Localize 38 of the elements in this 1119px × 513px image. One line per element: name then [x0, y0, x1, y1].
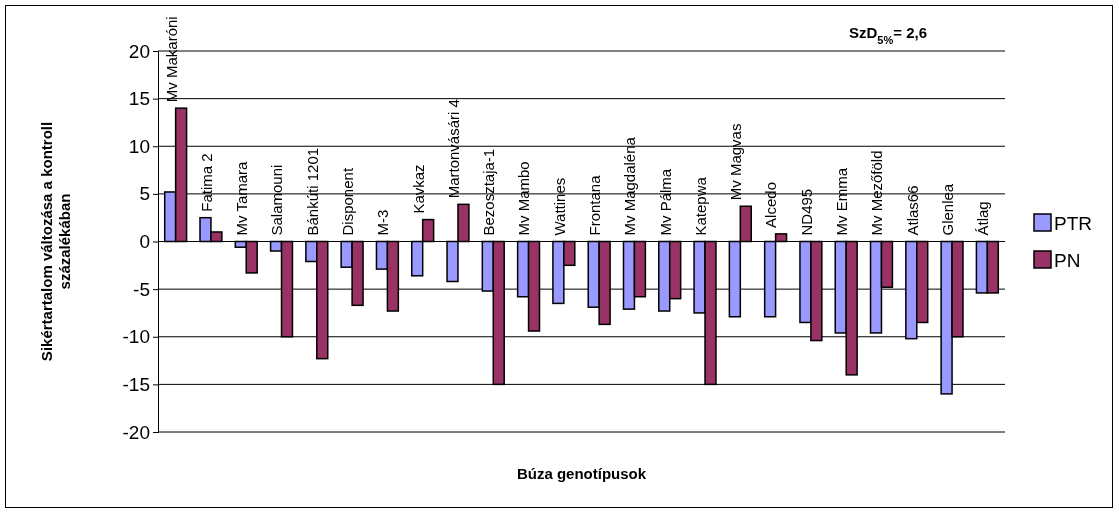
x-tick-label: Fatima 2	[197, 153, 215, 212]
x-tick-label: Mv Pálma	[656, 168, 674, 236]
y-tick-label: 15	[128, 88, 150, 110]
legend-label: PN	[1054, 250, 1081, 271]
x-tick-label: Disponent	[338, 167, 356, 236]
x-axis-title: Búza genotípusok	[516, 465, 647, 482]
x-tick-label: Salamouni	[268, 164, 286, 236]
y-tick-label: -15	[122, 373, 150, 395]
y-tick-label: -20	[122, 421, 150, 443]
legend-label: PTR	[1054, 213, 1092, 234]
x-tick-label: Atlas66	[903, 185, 921, 236]
x-tick-label: Mv Mambo	[515, 161, 533, 236]
x-tick-label: Wattines	[550, 177, 568, 236]
x-tick-label: Glenlea	[938, 183, 956, 236]
x-tick-label: Kavkaz	[409, 164, 427, 214]
x-tick-label: ND495	[797, 188, 815, 236]
x-tick-label: Mv Emma	[833, 167, 851, 236]
y-tick-label: 20	[128, 40, 150, 62]
x-tick-label: Bánkúti 1201	[303, 147, 321, 236]
x-tick-label: Mv Mezőföld	[868, 150, 886, 236]
y-tick-label: 10	[128, 135, 150, 157]
y-tick-label: 5	[139, 183, 150, 205]
x-tick-label: Mv Magvas	[727, 123, 745, 201]
x-tick-label: Mv Tamara	[233, 160, 251, 236]
y-tick-label: -10	[122, 326, 150, 348]
x-tick-label: M-3	[374, 209, 392, 236]
x-tick-label: Alcedo	[762, 182, 780, 228]
x-tick-label: Átlag	[974, 201, 992, 236]
x-tick-label: Katepwa	[691, 176, 709, 236]
x-tick-label: Bezosztaja-1	[480, 148, 498, 236]
text: SzD$_{5%}$= 2,6	[848, 24, 928, 46]
x-tick-label: Martonvásári 4	[444, 99, 462, 199]
x-tick-label: Frontana	[586, 174, 604, 236]
y-axis-title: Sikértartalom változása a kontroll százalékában	[38, 121, 73, 362]
y-tick-label: 0	[139, 231, 150, 253]
x-tick-label: Mv Makaróni	[162, 16, 180, 103]
x-tick-label: Mv Magdaléna	[621, 136, 639, 236]
y-tick-label: -5	[133, 278, 150, 300]
